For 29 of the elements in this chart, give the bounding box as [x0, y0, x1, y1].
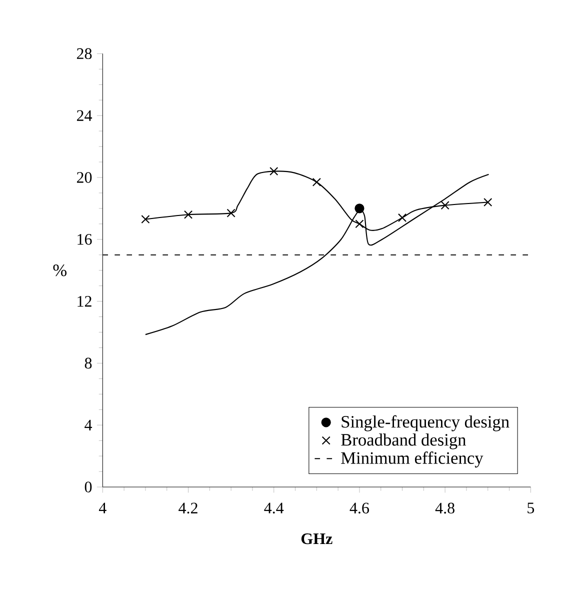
y-tick-label: 28: [76, 48, 92, 60]
x-tick-label: 4: [98, 502, 106, 514]
point: [440, 201, 450, 210]
y-tick-label: 4: [84, 420, 92, 430]
legend-label: Single-frequency design: [342, 415, 510, 432]
legend-label: Broadband design: [341, 434, 466, 450]
point: [484, 198, 492, 207]
point: [141, 214, 150, 224]
y-axis-title: %: [53, 264, 67, 276]
x-axis-title: GHz: [301, 533, 332, 544]
point: [312, 178, 321, 186]
y-tick-label: 20: [76, 172, 92, 183]
y-tick-label: 16: [78, 234, 92, 245]
y-tick-label: 8: [84, 358, 92, 369]
point: [354, 204, 364, 214]
y-tick-label: 0: [84, 482, 92, 492]
point: [355, 220, 364, 228]
y-tick-label: 24: [76, 110, 92, 121]
x-tick-label: 4.8: [435, 502, 454, 514]
point: [184, 210, 193, 219]
x-tick-label: 4.4: [264, 502, 284, 514]
point: [226, 208, 236, 218]
x-tick-label: 5: [528, 502, 534, 514]
point: [270, 166, 278, 176]
legend-label: Minimum efficiency: [341, 452, 484, 468]
x-tick-label: 4.2: [178, 502, 198, 514]
y-tick-label: 12: [78, 296, 92, 307]
point: [398, 213, 407, 222]
x-tick-label: 4.6: [350, 502, 369, 514]
